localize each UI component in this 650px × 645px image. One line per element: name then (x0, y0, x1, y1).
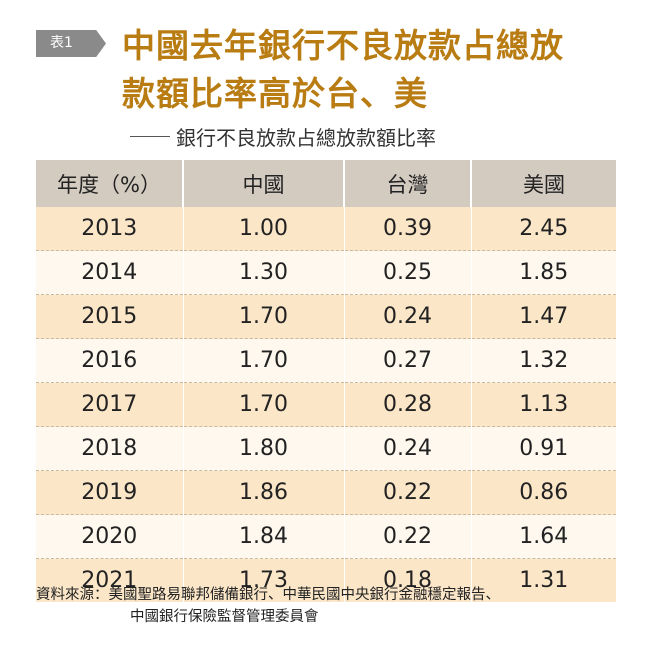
cell-year: 2020 (36, 514, 183, 559)
cell-usa: 2.45 (470, 207, 616, 251)
header-china: 中國 (182, 160, 344, 207)
table-row: 2013 1.00 0.39 2.45 (36, 207, 616, 251)
cell-china: 1.70 (182, 294, 344, 339)
source-line-1: 資料來源：美國聖路易聯邦儲備銀行、中華民國中央銀行金融穩定報告、 (36, 587, 500, 603)
cell-usa: 1.13 (470, 382, 616, 427)
cell-year: 2017 (36, 382, 183, 427)
cell-taiwan: 0.27 (343, 338, 471, 383)
cell-year: 2018 (36, 426, 183, 471)
cell-year: 2014 (36, 250, 183, 295)
title-line-2: 款額比率高於台、美 (122, 74, 428, 113)
cell-usa: 0.86 (470, 470, 616, 515)
cell-china: 1.70 (182, 382, 344, 427)
cell-taiwan: 0.24 (343, 294, 471, 339)
cell-taiwan: 0.22 (343, 470, 471, 515)
cell-usa: 0.91 (470, 426, 616, 471)
table-row: 2020 1.84 0.22 1.64 (36, 514, 616, 559)
table-row: 2019 1.86 0.22 0.86 (36, 470, 616, 515)
cell-year: 2019 (36, 470, 183, 515)
cell-usa: 1.32 (470, 338, 616, 383)
cell-taiwan: 0.39 (343, 207, 471, 251)
cell-usa: 1.31 (470, 558, 616, 602)
source-line-2: 中國銀行保險監督管理委員會 (130, 609, 319, 625)
npl-ratio-table: 年度（%） 中國 台灣 美國 2013 1.00 0.39 2.45 2014 1.30 0… (36, 160, 616, 602)
cell-taiwan: 0.24 (343, 426, 471, 471)
cell-taiwan: 0.22 (343, 514, 471, 559)
title-line-1: 中國去年銀行不良放款占總放 (122, 26, 564, 65)
cell-china: 1.00 (182, 207, 344, 251)
cell-year: 2015 (36, 294, 183, 339)
cell-year: 2016 (36, 338, 183, 383)
cell-usa: 1.85 (470, 250, 616, 295)
cell-china: 1.86 (182, 470, 344, 515)
cell-year: 2013 (36, 207, 183, 251)
table-header-row: 年度（%） 中國 台灣 美國 (36, 160, 616, 207)
cell-china: 1.73 (182, 558, 344, 602)
subtitle-text: 銀行不良放款占總放款額比率 (176, 126, 436, 150)
source-note: 資料來源：美國聖路易聯邦儲備銀行、中華民國中央銀行金融穩定報告、 中國銀行保險監… (36, 584, 636, 628)
table-number-tag: 表1 (36, 30, 106, 57)
table-row: 2016 1.70 0.27 1.32 (36, 338, 616, 383)
header-usa: 美國 (470, 160, 616, 207)
cell-usa: 1.64 (470, 514, 616, 559)
table-row: 2015 1.70 0.24 1.47 (36, 294, 616, 339)
table-row: 2018 1.80 0.24 0.91 (36, 426, 616, 471)
cell-taiwan: 0.28 (343, 382, 471, 427)
table-row: 2017 1.70 0.28 1.13 (36, 382, 616, 427)
table-row: 2021 1.73 0.18 1.31 (36, 558, 616, 602)
subtitle-dash (130, 136, 170, 137)
cell-china: 1.84 (182, 514, 344, 559)
header-year: 年度（%） (36, 160, 183, 207)
cell-china: 1.80 (182, 426, 344, 471)
cell-taiwan: 0.25 (343, 250, 471, 295)
header-taiwan: 台灣 (343, 160, 471, 207)
cell-china: 1.30 (182, 250, 344, 295)
page-title: 中國去年銀行不良放款占總放 款額比率高於台、美 (122, 22, 632, 118)
table-subtitle: 銀行不良放款占總放款額比率 (130, 122, 436, 151)
cell-taiwan: 0.18 (343, 558, 471, 602)
cell-year: 2021 (36, 558, 183, 602)
cell-china: 1.70 (182, 338, 344, 383)
table-row: 2014 1.30 0.25 1.85 (36, 250, 616, 295)
cell-usa: 1.47 (470, 294, 616, 339)
